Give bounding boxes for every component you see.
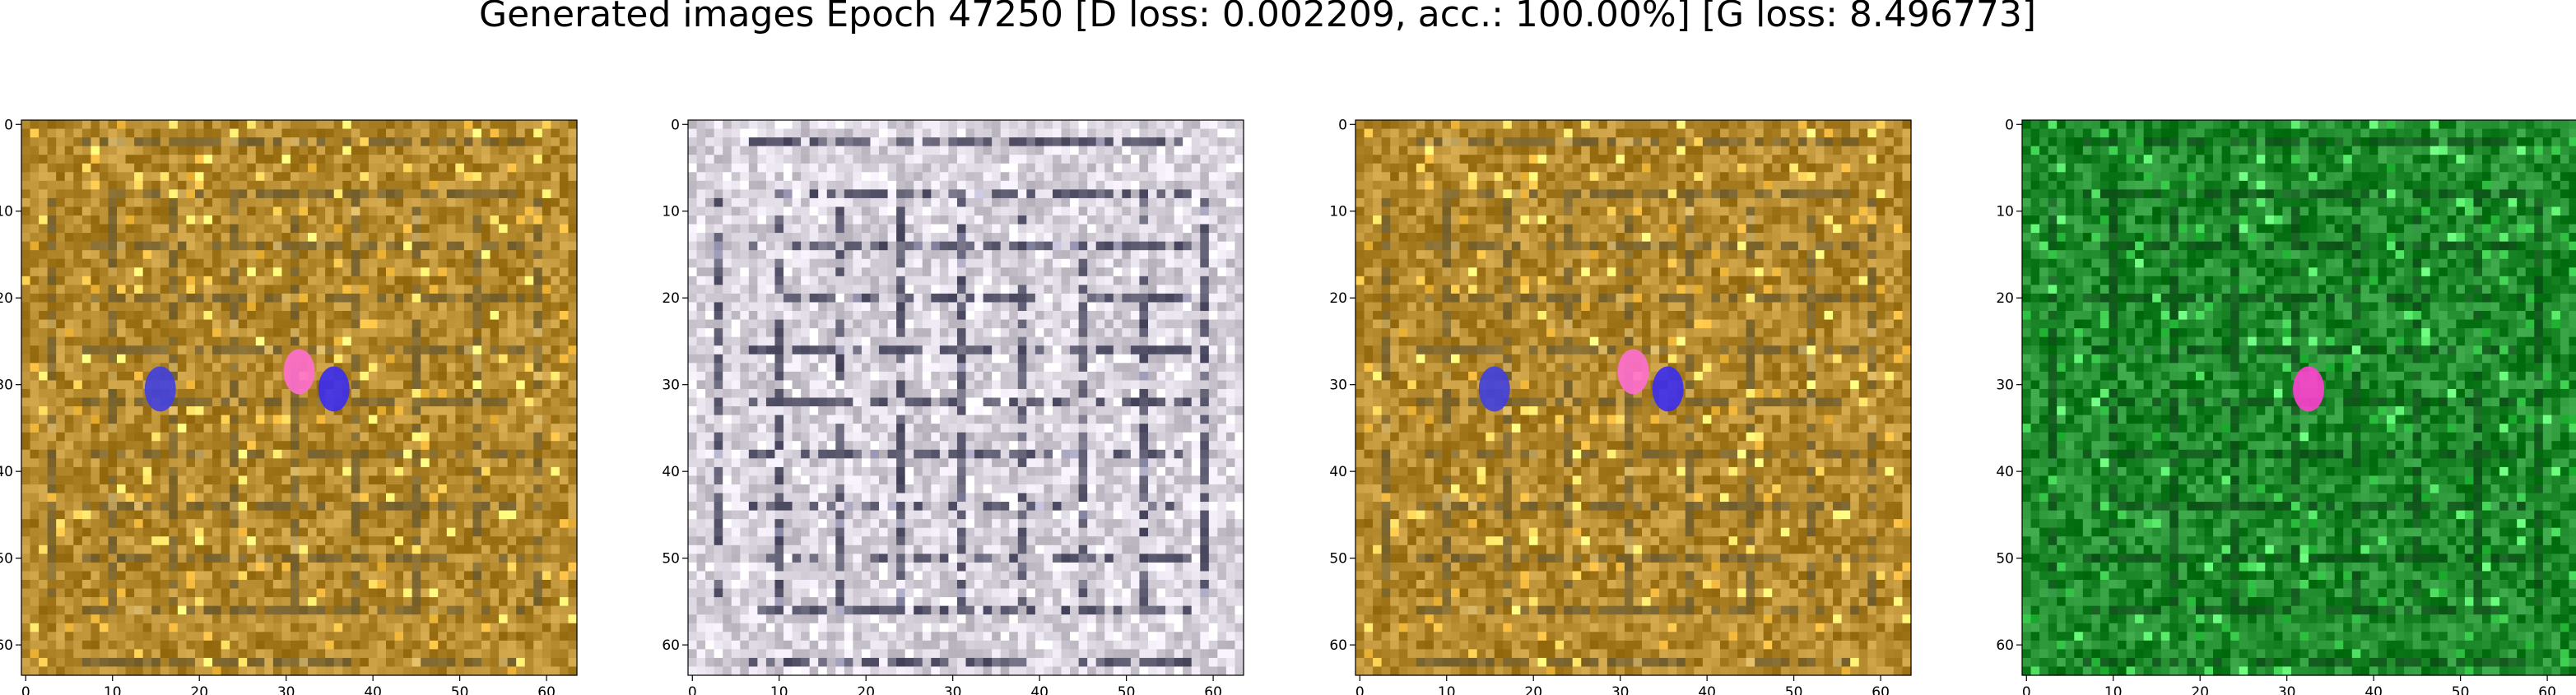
y-tick-label: 10: [662, 204, 680, 220]
y-tick-label: 10: [1996, 204, 2014, 220]
image-panel-3: 0 10 20 30 40 50 60 0 10 20 30 40 50 60: [1329, 117, 1912, 695]
x-tick-label: 20: [190, 684, 208, 695]
y-tick-label: 20: [0, 290, 13, 307]
y-tick-label: 10: [0, 204, 13, 220]
y-tick-label: 10: [1329, 204, 1347, 220]
x-tick-label: 30: [277, 684, 295, 695]
y-tick-label: 40: [0, 464, 13, 480]
colour-blob: [2293, 366, 2325, 412]
y-tick-label: 0: [2005, 117, 2014, 133]
x-tick-label: 10: [2104, 684, 2123, 695]
x-tick-label: 30: [1611, 684, 1630, 695]
x-tick-label: 60: [1204, 684, 1222, 695]
x-tick-label: 60: [537, 684, 556, 695]
axes-frame: [21, 119, 578, 676]
y-tick-label: 50: [0, 551, 13, 568]
image-panel-4: 0 10 20 30 40 50 60 0 10 20 30 40 50 60: [1996, 117, 2576, 695]
axes-frame: [687, 119, 1244, 676]
colour-blob: [1617, 349, 1649, 395]
image-panel-1: 0 10 20 30 40 50 60 0 10 20 30 40 50 60: [0, 117, 578, 695]
y-tick-label: 0: [4, 117, 13, 133]
x-tick-label: 50: [1118, 684, 1136, 695]
y-tick-label: 40: [1329, 464, 1347, 480]
y-tick-label: 30: [1996, 378, 2014, 394]
y-tick-label: 20: [1329, 290, 1347, 307]
y-tick-label: 60: [662, 637, 680, 654]
x-tick-label: 40: [364, 684, 382, 695]
y-tick-label: 40: [1996, 464, 2014, 480]
x-tick-label: 40: [1698, 684, 1716, 695]
figure-title: Generated images Epoch 47250 [D loss: 0.…: [479, 0, 2036, 35]
x-tick-label: 30: [2278, 684, 2296, 695]
x-tick-label: 10: [770, 684, 788, 695]
x-tick-label: 60: [2538, 684, 2556, 695]
colour-blob: [1478, 366, 1510, 412]
x-tick-label: 20: [857, 684, 875, 695]
colour-blob: [318, 366, 350, 412]
image-panel-2: 0 10 20 30 40 50 60 0 10 20 30 40 50 60: [662, 117, 1244, 695]
y-tick-label: 50: [1329, 551, 1347, 568]
x-tick-label: 10: [104, 684, 122, 695]
y-tick-label: 20: [1996, 290, 2014, 307]
y-tick-label: 30: [1329, 378, 1347, 394]
axes-frame: [2021, 119, 2576, 676]
x-tick-label: 50: [1785, 684, 1803, 695]
y-tick-label: 40: [662, 464, 680, 480]
generated-image: [2022, 120, 2576, 676]
x-tick-label: 40: [1030, 684, 1049, 695]
x-tick-label: 20: [1524, 684, 1542, 695]
colour-blob: [1652, 366, 1684, 412]
y-tick-label: 60: [1329, 637, 1347, 654]
y-tick-label: 50: [1996, 551, 2014, 568]
x-tick-label: 50: [451, 684, 469, 695]
y-tick-label: 0: [671, 117, 680, 133]
generated-image: [21, 120, 578, 676]
colour-blob: [283, 349, 315, 395]
y-tick-label: 30: [662, 378, 680, 394]
x-tick-label: 10: [1438, 684, 1456, 695]
y-tick-label: 60: [1996, 637, 2014, 654]
y-tick-label: 60: [0, 637, 13, 654]
generated-image: [1355, 120, 1912, 676]
x-tick-label: 0: [2022, 684, 2031, 695]
x-tick-label: 0: [688, 684, 697, 695]
y-tick-label: 30: [0, 378, 13, 394]
x-tick-label: 30: [944, 684, 962, 695]
axes-frame: [1355, 119, 1912, 676]
y-tick-label: 0: [1338, 117, 1347, 133]
x-tick-label: 20: [2191, 684, 2209, 695]
x-tick-label: 60: [1872, 684, 1890, 695]
x-tick-label: 0: [1355, 684, 1365, 695]
colour-blob: [144, 366, 176, 412]
y-tick-label: 50: [662, 551, 680, 568]
x-tick-label: 40: [2364, 684, 2383, 695]
x-tick-label: 50: [2452, 684, 2470, 695]
generated-image: [688, 120, 1244, 676]
y-tick-label: 20: [662, 290, 680, 307]
x-tick-label: 0: [21, 684, 30, 695]
